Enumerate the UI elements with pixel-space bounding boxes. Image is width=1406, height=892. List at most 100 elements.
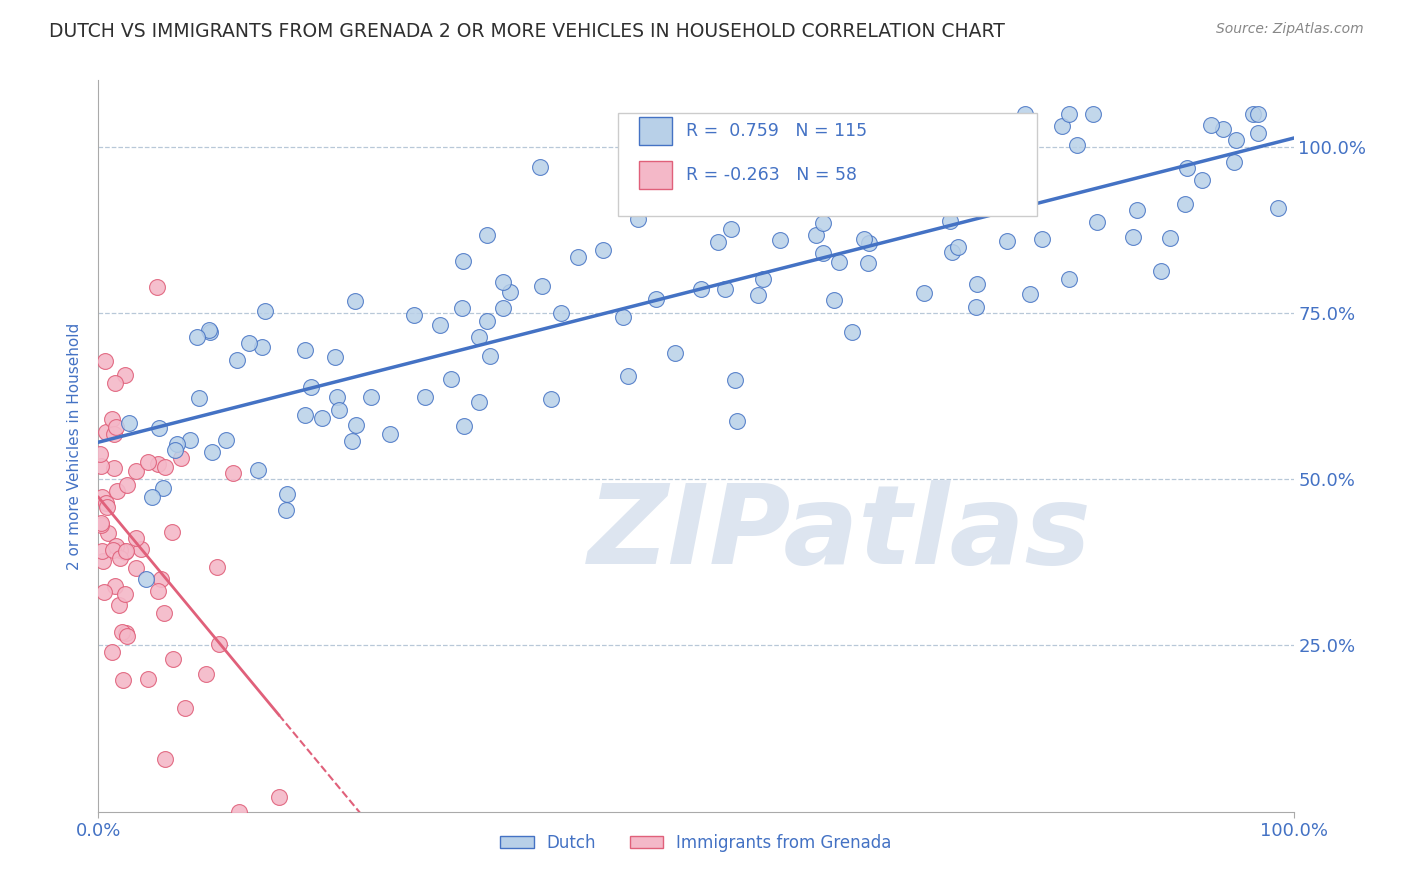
Point [90,490,112,504]
Point [690,195,713,210]
Point [114,586,136,600]
Text: R =  0.759   N = 115: R = 0.759 N = 115 [686,121,868,140]
Point [1015,165,1038,179]
Point [198,325,221,339]
Point [529,160,551,174]
Point [104,376,127,390]
Point [90,517,112,532]
Point [225,353,247,368]
Point [166,436,188,450]
Point [148,457,170,471]
Point [100,411,122,425]
Point [995,234,1018,248]
Point [101,542,124,557]
Point [110,551,132,566]
Point [492,275,515,289]
Point [153,460,176,475]
Point [187,392,209,406]
Point [689,282,711,296]
Point [540,392,562,406]
Point [713,282,735,296]
Point [114,545,136,559]
Point [148,421,170,435]
Point [627,211,650,226]
Point [1247,106,1270,120]
Point [1191,173,1213,187]
Point [811,216,834,230]
Point [207,560,229,574]
Point [228,805,250,819]
Point [887,178,910,192]
Point [105,539,128,553]
Point [429,318,451,333]
Point [1267,201,1289,215]
Point [294,408,316,422]
Point [136,454,159,468]
FancyBboxPatch shape [638,117,672,145]
Point [823,293,845,307]
Point [612,310,634,324]
Point [311,411,333,425]
Point [267,789,290,804]
Point [274,503,297,517]
Point [1057,106,1080,120]
Legend: Dutch, Immigrants from Grenada: Dutch, Immigrants from Grenada [494,827,898,858]
Point [415,390,437,404]
Point [440,372,463,386]
Point [101,645,124,659]
Point [664,346,686,360]
Point [468,395,491,409]
Point [1050,119,1073,133]
Point [645,293,668,307]
Point [479,349,502,363]
Point [90,544,112,558]
Point [853,232,876,246]
Point [276,487,298,501]
Point [1175,161,1198,176]
Point [1085,215,1108,229]
Point [97,526,120,541]
Point [1126,203,1149,218]
Point [965,300,987,314]
Text: Source: ZipAtlas.com: Source: ZipAtlas.com [1216,22,1364,37]
Point [135,572,157,586]
Point [1014,137,1036,152]
Point [1150,264,1173,278]
Point [207,637,229,651]
Point [103,427,125,442]
Point [103,461,125,475]
Point [155,752,177,766]
Point [380,427,402,442]
Point [115,626,138,640]
Point [299,379,322,393]
Point [1019,287,1042,301]
Point [152,482,174,496]
Point [105,420,128,434]
Point [344,293,367,308]
Point [707,235,730,249]
Point [1247,126,1270,140]
Point [108,598,131,612]
Point [725,414,748,428]
Point [813,245,835,260]
Point [179,433,201,447]
Point [1241,106,1264,120]
Point [162,652,184,666]
Point [125,561,148,575]
Point [1057,272,1080,286]
Point [118,417,141,431]
Point [1212,121,1234,136]
Point [165,443,187,458]
Point [153,606,176,620]
Point [499,285,522,299]
Point [124,464,146,478]
Point [592,243,614,257]
Point [114,368,136,383]
Point [252,339,274,353]
Point [141,490,163,504]
Point [1159,231,1181,245]
Point [198,323,221,337]
Text: ZIPatlas: ZIPatlas [588,480,1091,587]
Point [238,336,260,351]
Point [815,172,838,186]
